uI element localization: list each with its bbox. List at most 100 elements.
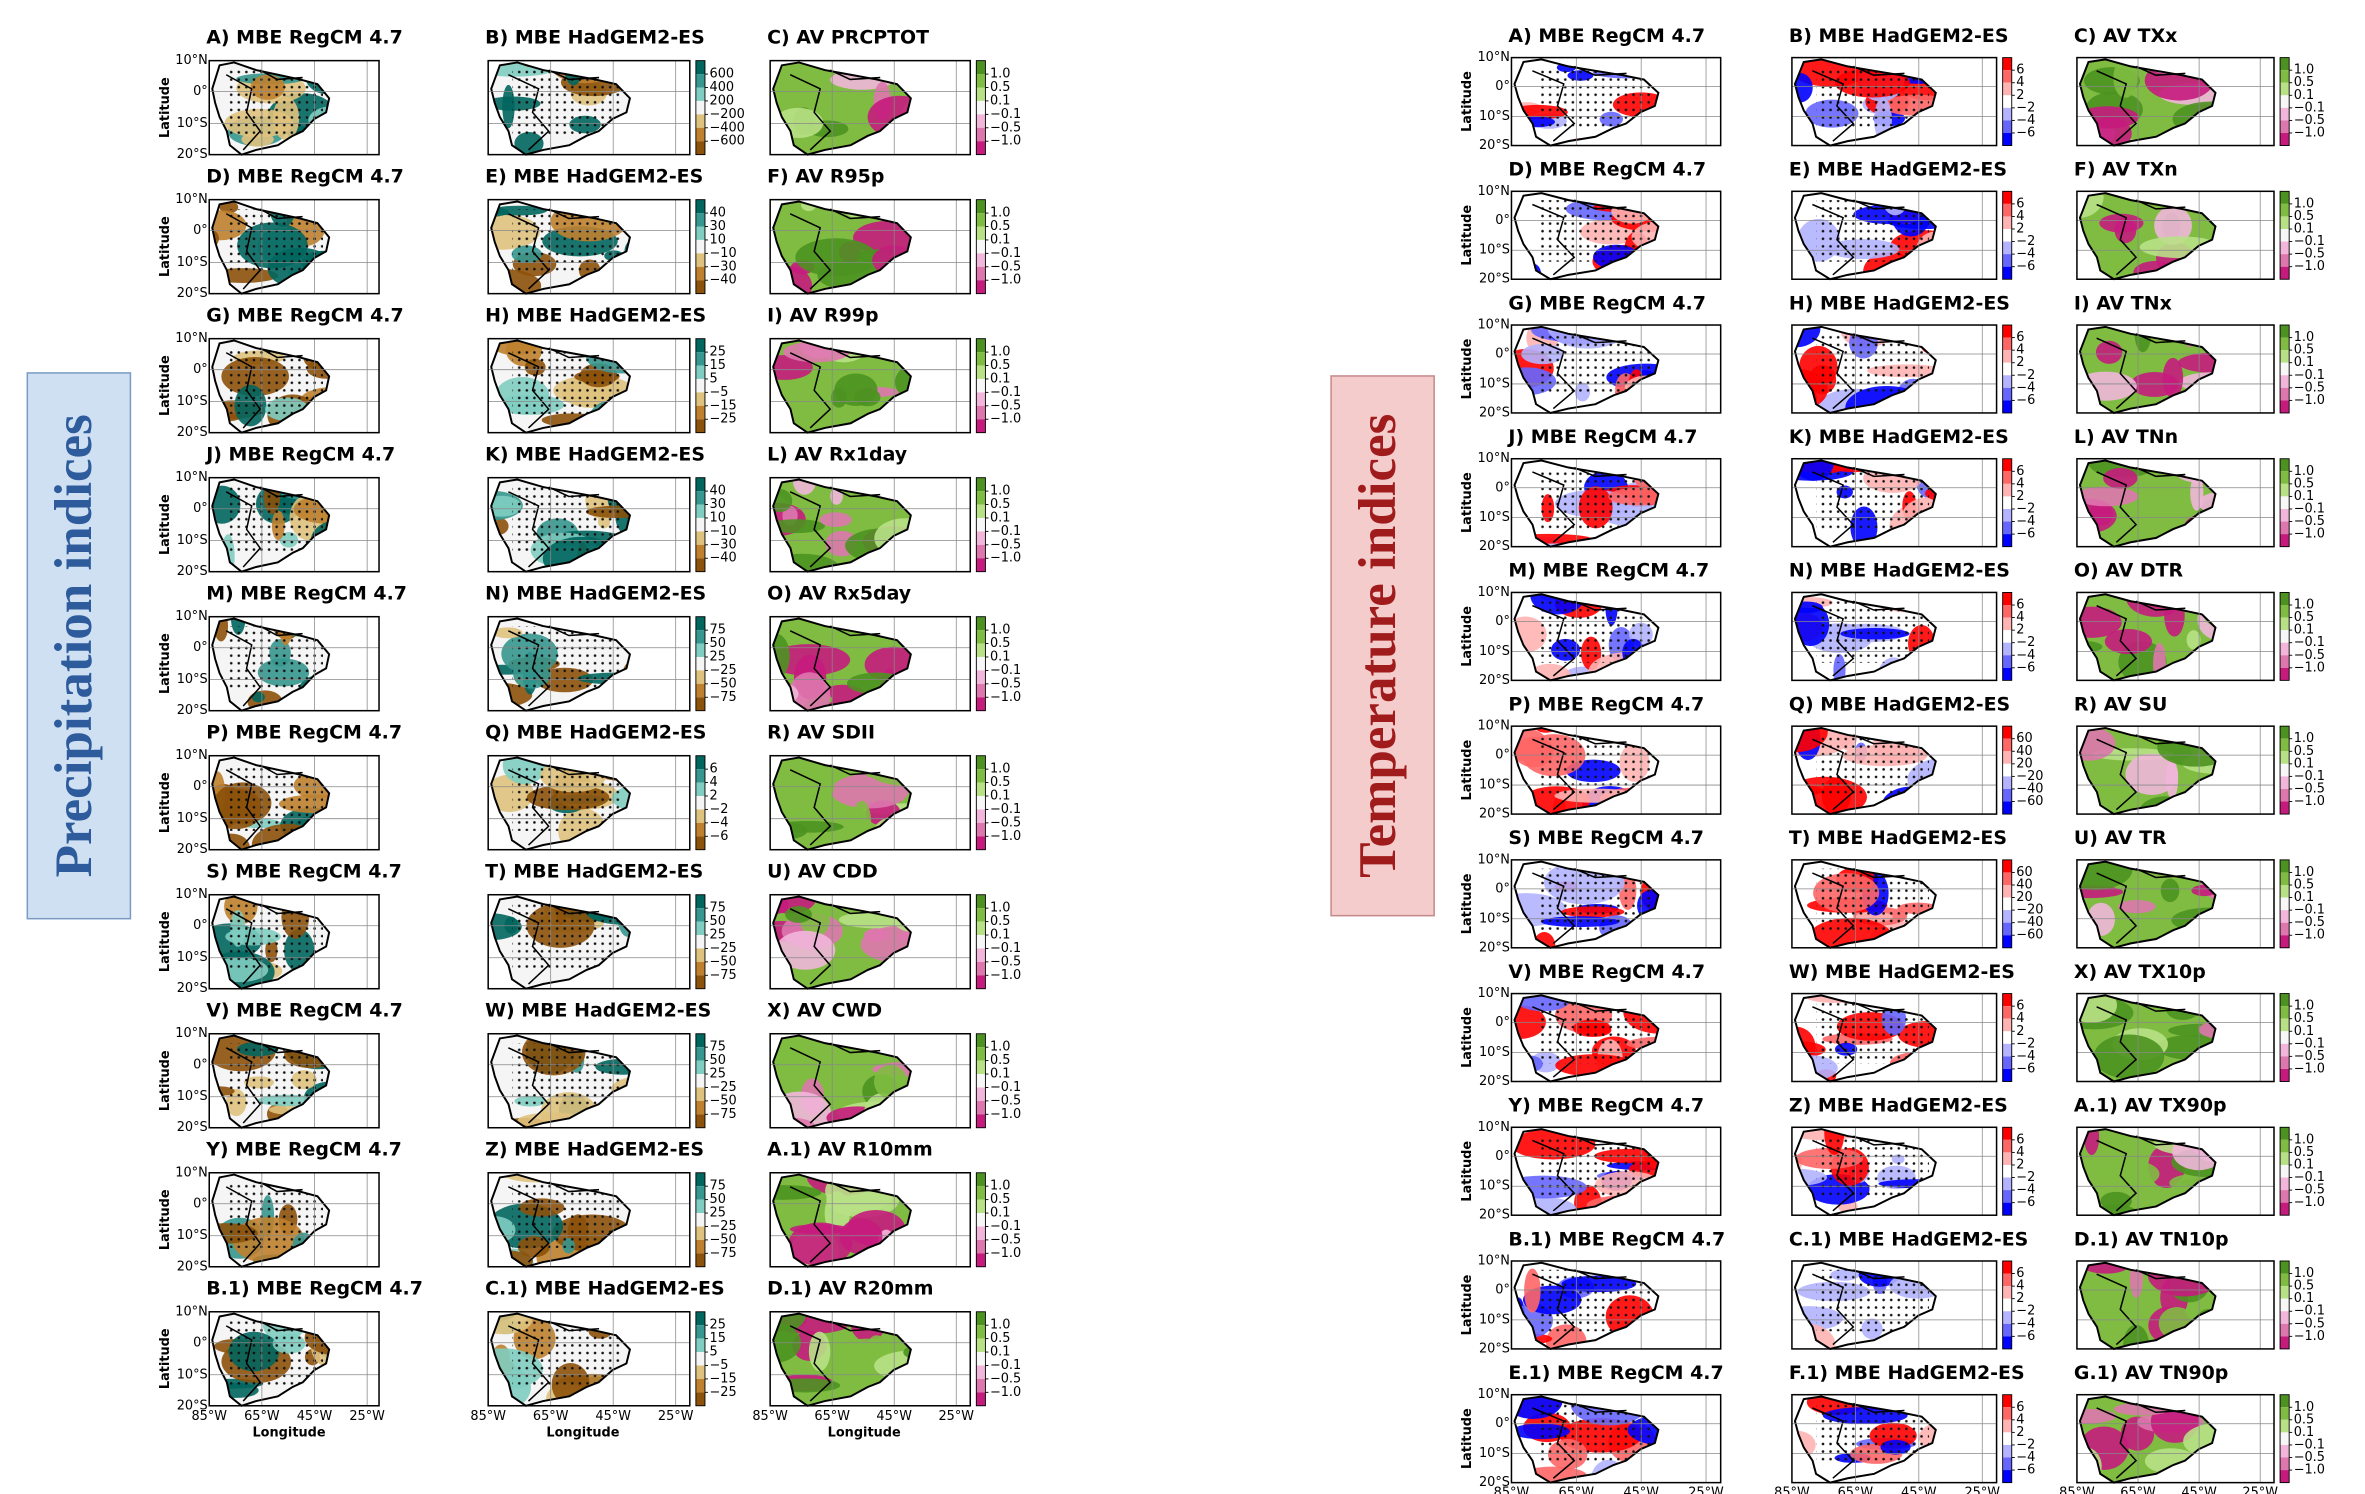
- colorbar-tick-label: −1.0: [990, 1385, 1021, 1400]
- colorbar-segment: [2280, 1311, 2289, 1324]
- lon-tick-label: 65°W: [533, 1409, 569, 1424]
- panel-title: K) MBE HadGEM2-ES: [1789, 426, 2009, 448]
- colorbar-segment: [2003, 1006, 2012, 1019]
- colorbar-segment: [696, 756, 705, 769]
- colorbar-segment: [696, 339, 705, 352]
- colorbar-segment: [976, 114, 985, 127]
- colorbar-segment: [976, 644, 985, 657]
- lat-axis-label: Latitude: [158, 1050, 173, 1111]
- colorbar-segment: [696, 1074, 705, 1087]
- colorbar-segment: [696, 895, 705, 908]
- colorbar-tick-label: −6: [2016, 1463, 2035, 1478]
- lat-tick-label: 0°: [1495, 881, 1510, 896]
- lon-tick-label: 25°W: [1688, 1486, 1724, 1494]
- colorbar-segment: [976, 87, 985, 100]
- colorbar-segment: [976, 823, 985, 836]
- colorbar-segment: [2003, 1395, 2012, 1408]
- colorbar-segment: [2003, 95, 2012, 108]
- lat-tick-label: 10°S: [1479, 911, 1510, 926]
- colorbar-segment: [2280, 375, 2289, 388]
- colorbar-tick-label: −600: [710, 134, 745, 149]
- colorbar-segment: [976, 352, 985, 365]
- colorbar-segment: [696, 61, 705, 74]
- colorbar-segment: [976, 101, 985, 114]
- colorbar-segment: [696, 200, 705, 213]
- colorbar-segment: [976, 366, 985, 379]
- panel-title: O) AV DTR: [2074, 560, 2184, 582]
- lat-tick-label: 20°S: [1479, 673, 1510, 688]
- colorbar-segment: [976, 796, 985, 809]
- colorbar-segment: [2280, 350, 2289, 363]
- lat-tick-label: 10°S: [1479, 1045, 1510, 1060]
- colorbar-segment: [2280, 242, 2289, 255]
- lat-tick-label: 10°N: [1477, 852, 1509, 867]
- lat-axis-label: Latitude: [1460, 606, 1475, 667]
- colorbar-segment: [976, 1325, 985, 1338]
- colorbar-segment: [696, 518, 705, 531]
- colorbar-segment: [976, 1200, 985, 1213]
- panel-title: C) AV PRCPTOT: [767, 26, 929, 48]
- colorbar-segment: [696, 1114, 705, 1127]
- lat-tick-label: 0°: [193, 640, 208, 655]
- lat-tick-label: 20°S: [1479, 539, 1510, 554]
- lon-axis-label: Longitude: [546, 1426, 619, 1441]
- lat-axis-label: Latitude: [1460, 1141, 1475, 1202]
- panel-title: B.1) MBE RegCM 4.7: [206, 1278, 423, 1300]
- lat-tick-label: 10°S: [1479, 778, 1510, 793]
- colorbar-segment: [2003, 350, 2012, 363]
- colorbar-segment: [2280, 120, 2289, 133]
- lat-tick-label: 0°: [1495, 213, 1510, 228]
- colorbar-segment: [976, 1339, 985, 1352]
- colorbar-segment: [2280, 95, 2289, 108]
- panel-title: X) AV CWD: [767, 1000, 882, 1022]
- lat-tick-label: 20°S: [177, 286, 208, 301]
- colorbar-tick-label: −75: [710, 968, 737, 983]
- lat-tick-label: 20°S: [1479, 1208, 1510, 1223]
- colorbar-segment: [696, 657, 705, 670]
- lon-tick-label: 45°W: [1901, 1486, 1937, 1494]
- colorbar-segment: [976, 908, 985, 921]
- colorbar-segment: [696, 823, 705, 836]
- colorbar-segment: [2003, 764, 2012, 777]
- colorbar-segment: [696, 1352, 705, 1365]
- lat-tick-label: 10°S: [1479, 376, 1510, 391]
- colorbar-segment: [696, 1186, 705, 1199]
- colorbar-segment: [976, 1034, 985, 1047]
- panel-title: D) MBE RegCM 4.7: [206, 165, 404, 187]
- colorbar-segment: [2003, 1261, 2012, 1274]
- panel-title: P) MBE RegCM 4.7: [206, 721, 402, 743]
- colorbar-tick-label: −1.0: [2294, 527, 2325, 542]
- lat-tick-label: 10°S: [177, 533, 208, 548]
- colorbar-segment: [976, 558, 985, 571]
- panel-title: Z) MBE HadGEM2-ES: [485, 1139, 704, 1161]
- colorbar-segment: [2003, 1140, 2012, 1153]
- lat-tick-label: 20°S: [177, 981, 208, 996]
- colorbar-segment: [696, 545, 705, 558]
- colorbar-segment: [976, 1379, 985, 1392]
- colorbar-segment: [976, 783, 985, 796]
- panel-title: F.1) MBE HadGEM2-ES: [1789, 1362, 2025, 1384]
- lat-tick-label: 0°: [193, 918, 208, 933]
- lat-axis-label: Latitude: [1460, 1408, 1475, 1469]
- colorbar-tick-label: −1.0: [2294, 125, 2325, 140]
- colorbar-tick-label: −40: [710, 551, 737, 566]
- lat-tick-label: 10°S: [177, 394, 208, 409]
- lat-tick-label: 10°N: [1477, 318, 1509, 333]
- colorbar-segment: [2003, 363, 2012, 376]
- colorbar-segment: [976, 478, 985, 491]
- lon-tick-label: 65°W: [1559, 1486, 1595, 1494]
- lat-tick-label: 10°N: [175, 1304, 207, 1319]
- colorbar-segment: [2280, 388, 2289, 401]
- colorbar-segment: [2003, 471, 2012, 484]
- colorbar-segment: [696, 1392, 705, 1405]
- lat-tick-label: 20°S: [177, 147, 208, 162]
- lat-tick-label: 20°S: [1479, 1341, 1510, 1356]
- lat-axis-label: Latitude: [158, 1189, 173, 1250]
- colorbar-segment: [2280, 1165, 2289, 1178]
- colorbar-segment: [2003, 58, 2012, 71]
- colorbar-segment: [696, 379, 705, 392]
- colorbar-segment: [2280, 605, 2289, 618]
- colorbar-segment: [976, 392, 985, 405]
- colorbar-segment: [696, 352, 705, 365]
- colorbar-segment: [696, 366, 705, 379]
